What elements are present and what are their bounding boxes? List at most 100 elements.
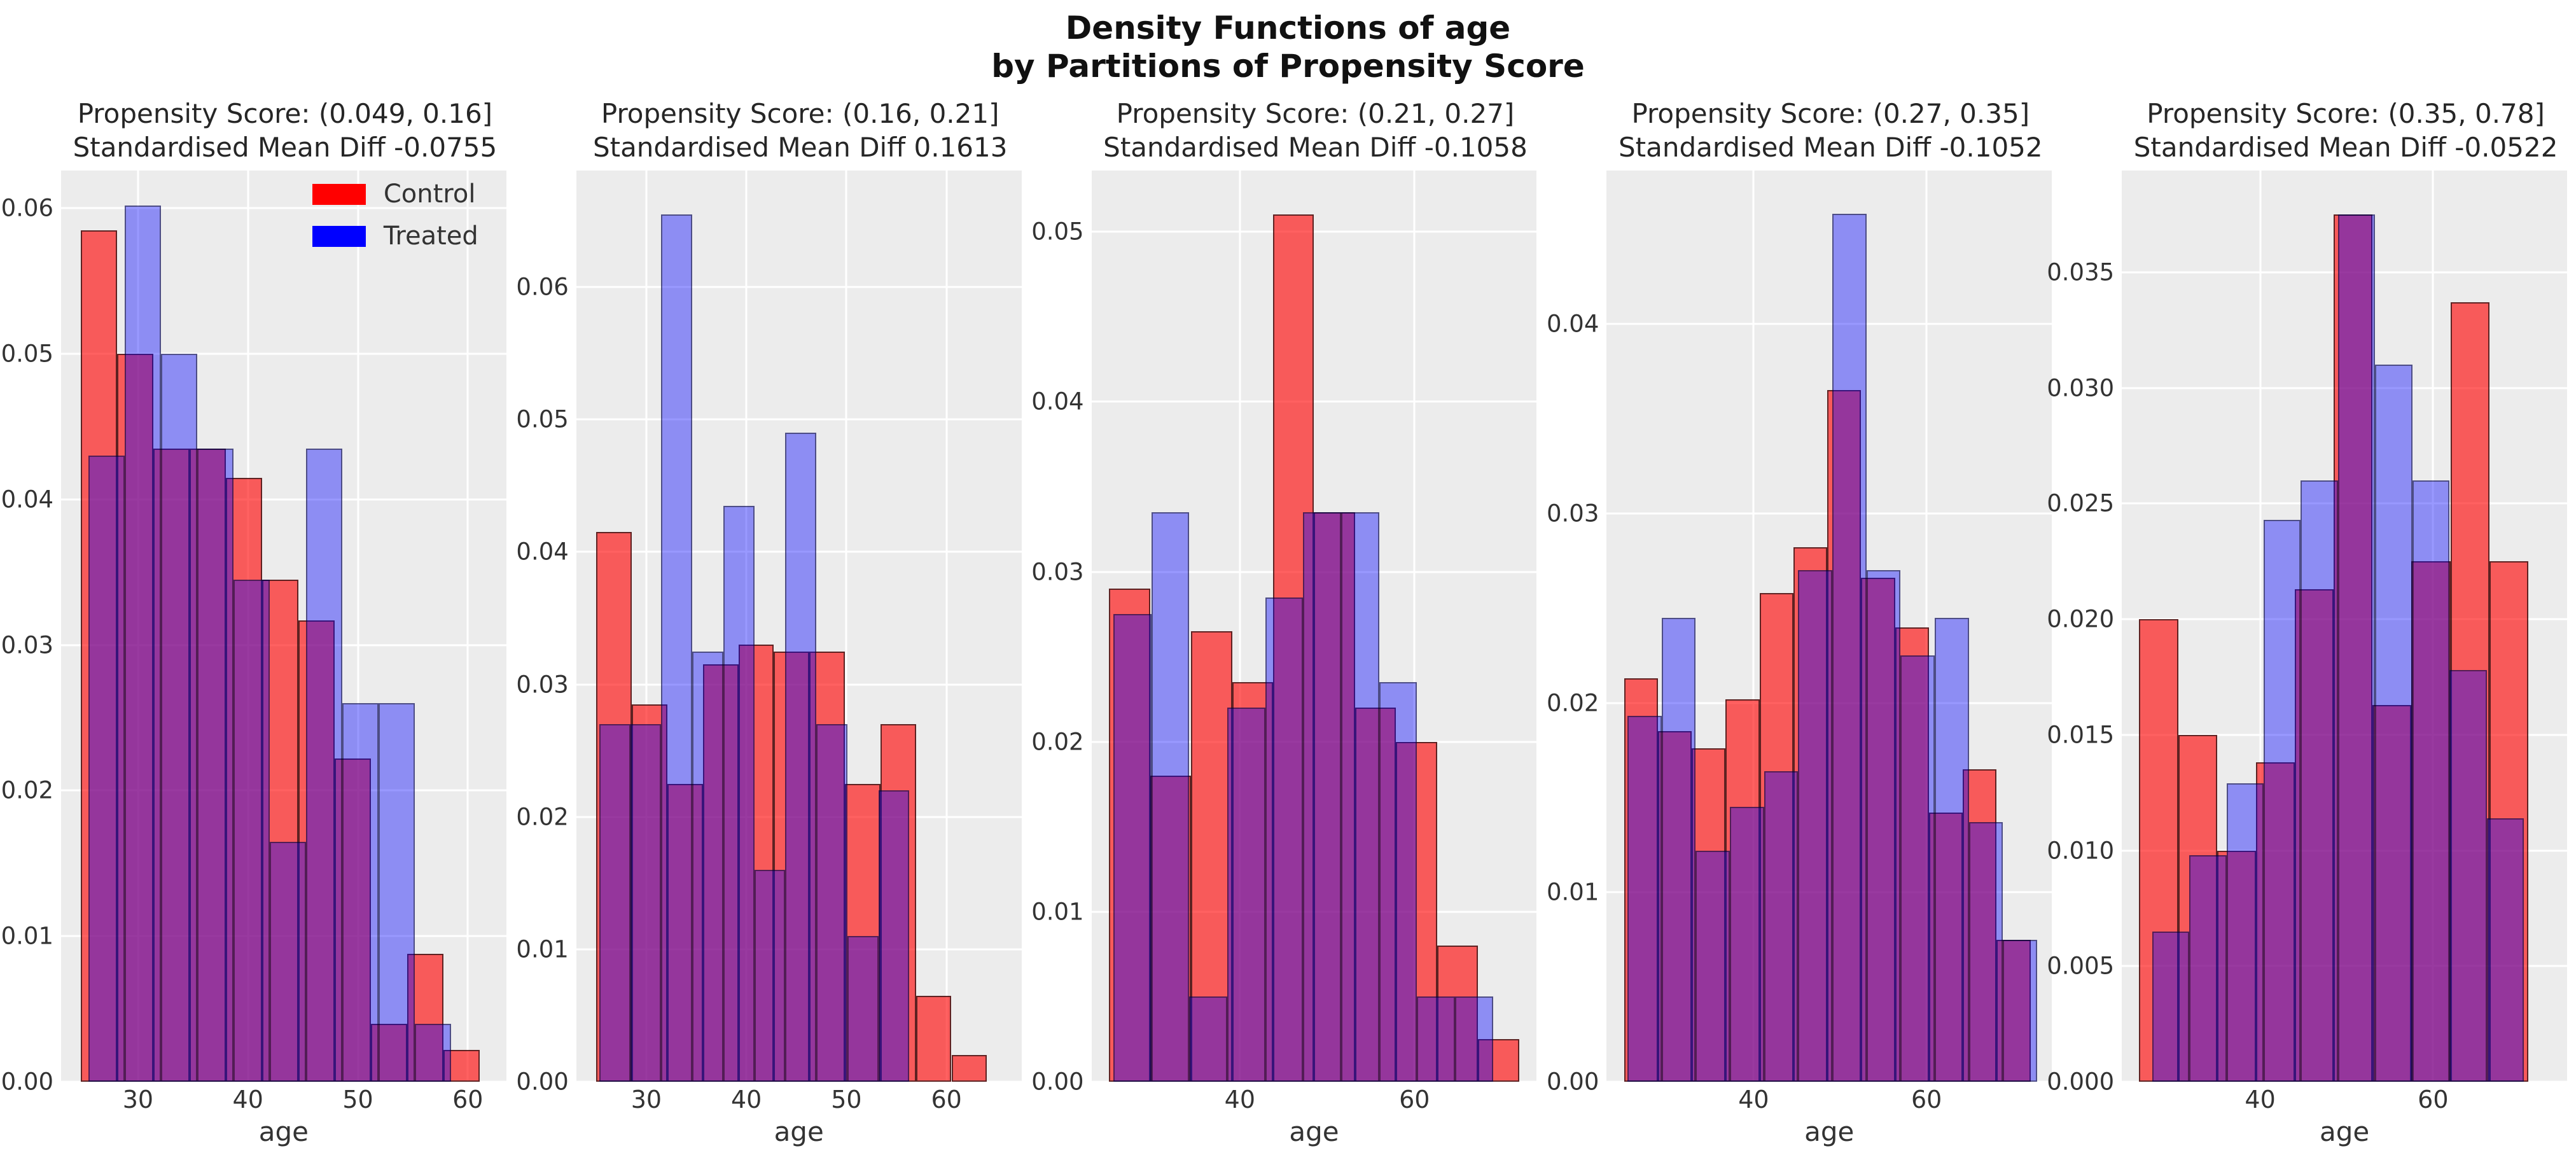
- x-tick-label: 40: [1224, 1086, 1256, 1114]
- y-tick-label: 0.04: [1, 486, 53, 514]
- y-tick-label: 0.015: [2047, 721, 2115, 749]
- x-tick-label: 30: [630, 1086, 662, 1114]
- subplot-5-plot-area: [2122, 171, 2567, 1083]
- y-tick-label: 0.05: [516, 405, 569, 433]
- figure-title-line2: by Partitions of Propensity Score: [991, 48, 1585, 85]
- histogram-bar-treated: [1417, 996, 1456, 1082]
- histogram-bar-treated: [2189, 855, 2227, 1082]
- histogram-bar-treated: [1265, 597, 1304, 1082]
- legend-label-control: Control: [383, 179, 476, 209]
- y-tick-label: 0.02: [516, 803, 569, 831]
- subplot-5-title-line2: Standardised Mean Diff -0.0522: [2133, 132, 2558, 163]
- y-gridline: [61, 353, 506, 355]
- y-tick-label: 0.03: [516, 671, 569, 699]
- subplot-5-x-axis-label: age: [2319, 1116, 2370, 1147]
- histogram-bar-treated: [1227, 708, 1265, 1082]
- y-gridline: [61, 207, 506, 209]
- histogram-bar-control: [2255, 762, 2295, 1082]
- subplot-1-x-axis: 30 40 50 60: [61, 1082, 506, 1115]
- histogram-bar-control: [1725, 699, 1760, 1082]
- legend: Control Treated: [312, 179, 478, 263]
- histogram-bar-treated: [2337, 214, 2376, 1082]
- x-gridline: [845, 171, 847, 1082]
- histogram-bar-control: [916, 995, 952, 1082]
- y-tick-label: 0.04: [1547, 310, 1599, 338]
- histogram-bar-control: [2334, 214, 2373, 1082]
- subplot-5-x-axis: 40 60: [2122, 1082, 2567, 1115]
- subplot-row: Propensity Score: (0.049, 0.16] Standard…: [0, 97, 2576, 1147]
- histogram-bar-treated: [125, 205, 162, 1082]
- histogram-bar-control: [1150, 776, 1191, 1082]
- y-tick-label: 0.02: [1031, 728, 1084, 756]
- y-tick-label: 0.06: [1, 194, 53, 222]
- y-tick-label: 0.00: [1, 1068, 53, 1096]
- histogram-bar-treated: [2003, 939, 2038, 1082]
- histogram-bar-control: [335, 758, 372, 1082]
- subplot-4-x-axis-label: age: [1804, 1116, 1855, 1147]
- histogram-bar-control: [1793, 547, 1828, 1082]
- histogram-bar-treated: [306, 448, 343, 1082]
- histogram-bar-treated: [2152, 931, 2190, 1082]
- y-tick-label: 0.00: [1031, 1068, 1084, 1096]
- histogram-bar-control: [298, 620, 335, 1082]
- x-gridline: [945, 171, 948, 1082]
- y-tick-label: 0.01: [1, 922, 53, 950]
- histogram-bar-treated: [692, 651, 723, 1082]
- histogram-bar-treated: [1764, 771, 1799, 1082]
- histogram-bar-control: [1109, 589, 1150, 1082]
- subplot-3-title-line2: Standardised Mean Diff -0.1058: [1103, 132, 1528, 163]
- histogram-bar-control: [1861, 578, 1895, 1082]
- subplot-4-title-line1: Propensity Score: (0.27, 0.35]: [1631, 98, 2030, 129]
- histogram-bar-control: [2294, 589, 2334, 1082]
- y-gridline: [1091, 400, 1537, 403]
- subplot-1-title-line2: Standardised Mean Diff -0.0755: [73, 132, 498, 163]
- histogram-bar-treated: [1303, 512, 1342, 1082]
- histogram-bar-treated: [1798, 570, 1833, 1082]
- subplot-2-x-axis: 30 40 50 60: [576, 1082, 1022, 1115]
- figure-title: Density Functions of age by Partitions o…: [0, 9, 2576, 85]
- y-tick-label: 0.03: [1, 631, 53, 659]
- histogram-bar-treated: [1379, 682, 1417, 1082]
- histogram-bar-treated: [630, 724, 662, 1082]
- y-gridline: [61, 1080, 506, 1083]
- histogram-bar-control: [2217, 850, 2256, 1082]
- legend-label-treated: Treated: [383, 221, 478, 251]
- x-gridline: [357, 171, 359, 1082]
- histogram-bar-treated: [2226, 783, 2264, 1082]
- x-tick-label: 40: [232, 1086, 263, 1114]
- subplot-2-title-line1: Propensity Score: (0.16, 0.21]: [601, 98, 999, 129]
- histogram-bar-treated: [754, 869, 786, 1082]
- legend-swatch-treated: [312, 225, 366, 247]
- subplot-3-title: Propensity Score: (0.21, 0.27] Standardi…: [1031, 97, 1546, 164]
- histogram-bar-control: [667, 783, 703, 1082]
- subplot-2-plot-area: [576, 171, 1022, 1083]
- y-tick-label: 0.020: [2047, 605, 2115, 633]
- subplot-5-title-line1: Propensity Score: (0.35, 0.78]: [2147, 98, 2545, 129]
- histogram-bar-control: [1827, 390, 1862, 1082]
- y-tick-label: 0.000: [2047, 1068, 2115, 1096]
- subplot-3-x-axis-label: age: [1289, 1116, 1339, 1147]
- figure-title-line1: Density Functions of age: [1065, 10, 1511, 46]
- x-gridline: [2259, 171, 2262, 1082]
- histogram-bar-control: [845, 783, 881, 1082]
- histogram-bar-control: [407, 953, 444, 1082]
- histogram-bar-control: [1191, 631, 1232, 1082]
- histogram-bar-control: [809, 651, 846, 1082]
- subplot-2: Propensity Score: (0.16, 0.21] Standardi…: [515, 97, 1031, 1147]
- histogram-bar-control: [2139, 619, 2178, 1082]
- histogram-bar-treated: [415, 1023, 452, 1082]
- histogram-bar-treated: [2264, 519, 2301, 1082]
- histogram-bar-control: [1232, 682, 1273, 1082]
- histogram-bar-control: [951, 1055, 987, 1082]
- histogram-bar-control: [117, 354, 154, 1082]
- x-tick-label: 40: [2245, 1086, 2276, 1114]
- histogram-bar-control: [371, 1023, 408, 1082]
- subplot-5-y-axis: 0.000 0.005 0.010 0.015 0.020 0.025 0.030 0.035: [2047, 171, 2122, 1095]
- y-tick-label: 0.025: [2047, 489, 2115, 517]
- histogram-bar-treated: [2486, 818, 2524, 1082]
- subplot-3-x-axis: 40 60: [1092, 1082, 1537, 1115]
- histogram-bar-treated: [2375, 365, 2412, 1082]
- histogram-bar-control: [2450, 302, 2489, 1082]
- histogram-bar-control: [1314, 512, 1355, 1082]
